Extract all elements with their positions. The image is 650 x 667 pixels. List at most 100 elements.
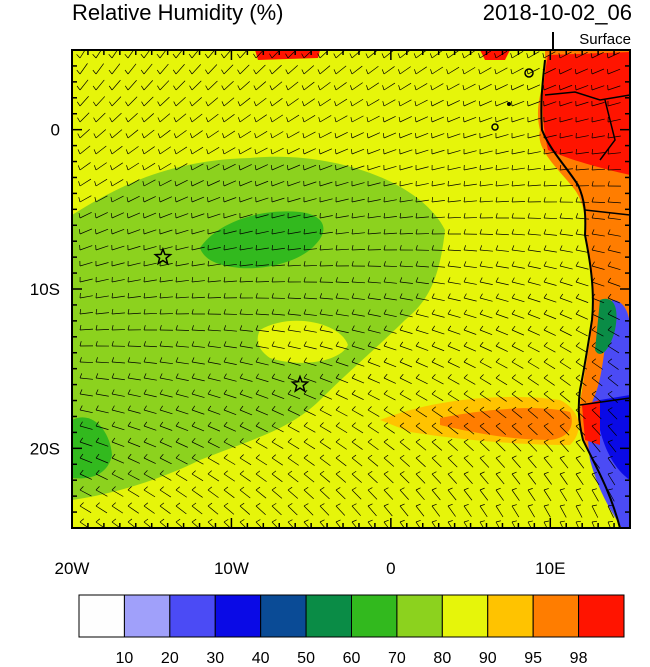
colorbar-label: 50 bbox=[297, 650, 315, 667]
wind-barb-flag bbox=[559, 293, 564, 299]
wind-barb bbox=[527, 457, 537, 469]
wind-barb bbox=[287, 361, 301, 366]
wind-barb-flag bbox=[607, 504, 613, 507]
wind-barb bbox=[143, 146, 155, 155]
wind-barb bbox=[111, 521, 121, 528]
wind-barb bbox=[79, 489, 92, 497]
wind-barb-flag bbox=[591, 309, 596, 315]
wind-barb-flag bbox=[463, 374, 468, 379]
wind-barb-flag bbox=[381, 53, 385, 59]
wind-barb-flag bbox=[511, 164, 513, 171]
wind-barb bbox=[607, 409, 618, 420]
wind-barb bbox=[287, 345, 301, 350]
wind-barb bbox=[463, 361, 476, 369]
wind-barb bbox=[287, 441, 300, 450]
wind-barb bbox=[303, 521, 310, 528]
wind-barb bbox=[127, 361, 141, 364]
wind-barb bbox=[351, 313, 365, 317]
wind-barb-flag bbox=[511, 439, 517, 443]
wind-barb bbox=[447, 329, 461, 335]
wind-barb-flag bbox=[95, 228, 97, 235]
wind-barb-flag bbox=[191, 486, 197, 491]
wind-barb-flag bbox=[559, 213, 562, 219]
wind-barb-flag bbox=[510, 53, 513, 59]
wind-barb-flag bbox=[319, 245, 322, 251]
wind-barb-flag bbox=[367, 438, 373, 443]
wind-barb bbox=[207, 473, 220, 482]
wind-barb-flag bbox=[173, 101, 177, 107]
wind-barb bbox=[463, 281, 477, 285]
wind-barb-flag bbox=[207, 438, 212, 443]
wind-barb bbox=[367, 182, 381, 187]
wind-barb-flag bbox=[527, 309, 532, 315]
wind-barb-flag bbox=[207, 196, 209, 203]
wind-barb-flag bbox=[351, 487, 357, 491]
wind-barb-flag bbox=[223, 260, 225, 267]
wind-barb-flag bbox=[559, 374, 565, 379]
wind-barb-flag bbox=[94, 197, 97, 203]
wind-barb-flag bbox=[190, 181, 193, 187]
wind-barb-flag bbox=[415, 390, 420, 395]
wind-barb-flag bbox=[271, 519, 277, 523]
wind-barb-flag bbox=[575, 455, 581, 459]
wind-barb-flag bbox=[255, 389, 260, 395]
wind-barb bbox=[559, 473, 568, 485]
wind-barb bbox=[511, 377, 524, 386]
wind-barb bbox=[351, 165, 365, 171]
wind-barb bbox=[159, 296, 173, 299]
wind-barb bbox=[367, 457, 379, 467]
wind-barb bbox=[271, 114, 284, 123]
wind-barb bbox=[575, 68, 589, 75]
wind-barb bbox=[575, 393, 587, 403]
wind-barb-flag bbox=[301, 69, 305, 75]
wind-barb bbox=[431, 116, 445, 123]
wind-barb bbox=[447, 116, 461, 123]
wind-barb bbox=[383, 182, 397, 187]
wind-barb-flag bbox=[205, 85, 209, 91]
wind-barb bbox=[207, 147, 220, 155]
wind-barb-flag bbox=[110, 213, 113, 219]
wind-barb bbox=[143, 345, 157, 348]
wind-barb bbox=[559, 118, 573, 123]
wind-barb bbox=[591, 201, 606, 203]
wind-barb bbox=[207, 280, 221, 283]
wind-barb bbox=[543, 473, 552, 485]
wind-barb-flag bbox=[175, 309, 178, 315]
wind-barb-flag bbox=[79, 421, 83, 427]
wind-barb bbox=[223, 425, 236, 432]
wind-barb-flag bbox=[591, 261, 595, 267]
wind-barb bbox=[111, 162, 124, 171]
wind-barb-flag bbox=[575, 229, 579, 235]
wind-barb bbox=[319, 65, 331, 75]
wind-barb-flag bbox=[143, 421, 148, 427]
wind-barb bbox=[591, 505, 599, 518]
wind-barb bbox=[527, 329, 540, 336]
wind-barb-flag bbox=[127, 453, 132, 459]
wind-barb bbox=[351, 65, 363, 75]
wind-barb-flag bbox=[383, 487, 389, 491]
wind-barb-flag bbox=[175, 357, 179, 363]
wind-barb bbox=[95, 441, 109, 447]
wind-barb bbox=[559, 281, 573, 287]
wind-barb-flag bbox=[207, 405, 212, 411]
wind-barb bbox=[447, 377, 460, 385]
wind-barb-flag bbox=[207, 260, 209, 267]
wind-barb-flag bbox=[189, 69, 193, 75]
wind-barb bbox=[431, 50, 443, 59]
colorbar-label: 10 bbox=[116, 650, 134, 667]
wind-barb bbox=[319, 361, 333, 367]
wind-barb-flag bbox=[239, 470, 245, 475]
wind-barb bbox=[511, 281, 525, 286]
wind-barb-flag bbox=[575, 326, 580, 331]
wind-barb-flag bbox=[79, 453, 84, 459]
wind-barb-flag bbox=[367, 293, 371, 299]
wind-barb bbox=[351, 489, 362, 500]
wind-barb-flag bbox=[142, 181, 145, 187]
wind-barb bbox=[543, 249, 557, 253]
wind-barb-flag bbox=[254, 117, 257, 123]
wind-barb-flag bbox=[124, 69, 129, 75]
wind-barb-flag bbox=[159, 276, 161, 283]
wind-barb bbox=[127, 96, 138, 107]
wind-barb bbox=[591, 377, 603, 387]
wind-barb bbox=[191, 473, 204, 482]
